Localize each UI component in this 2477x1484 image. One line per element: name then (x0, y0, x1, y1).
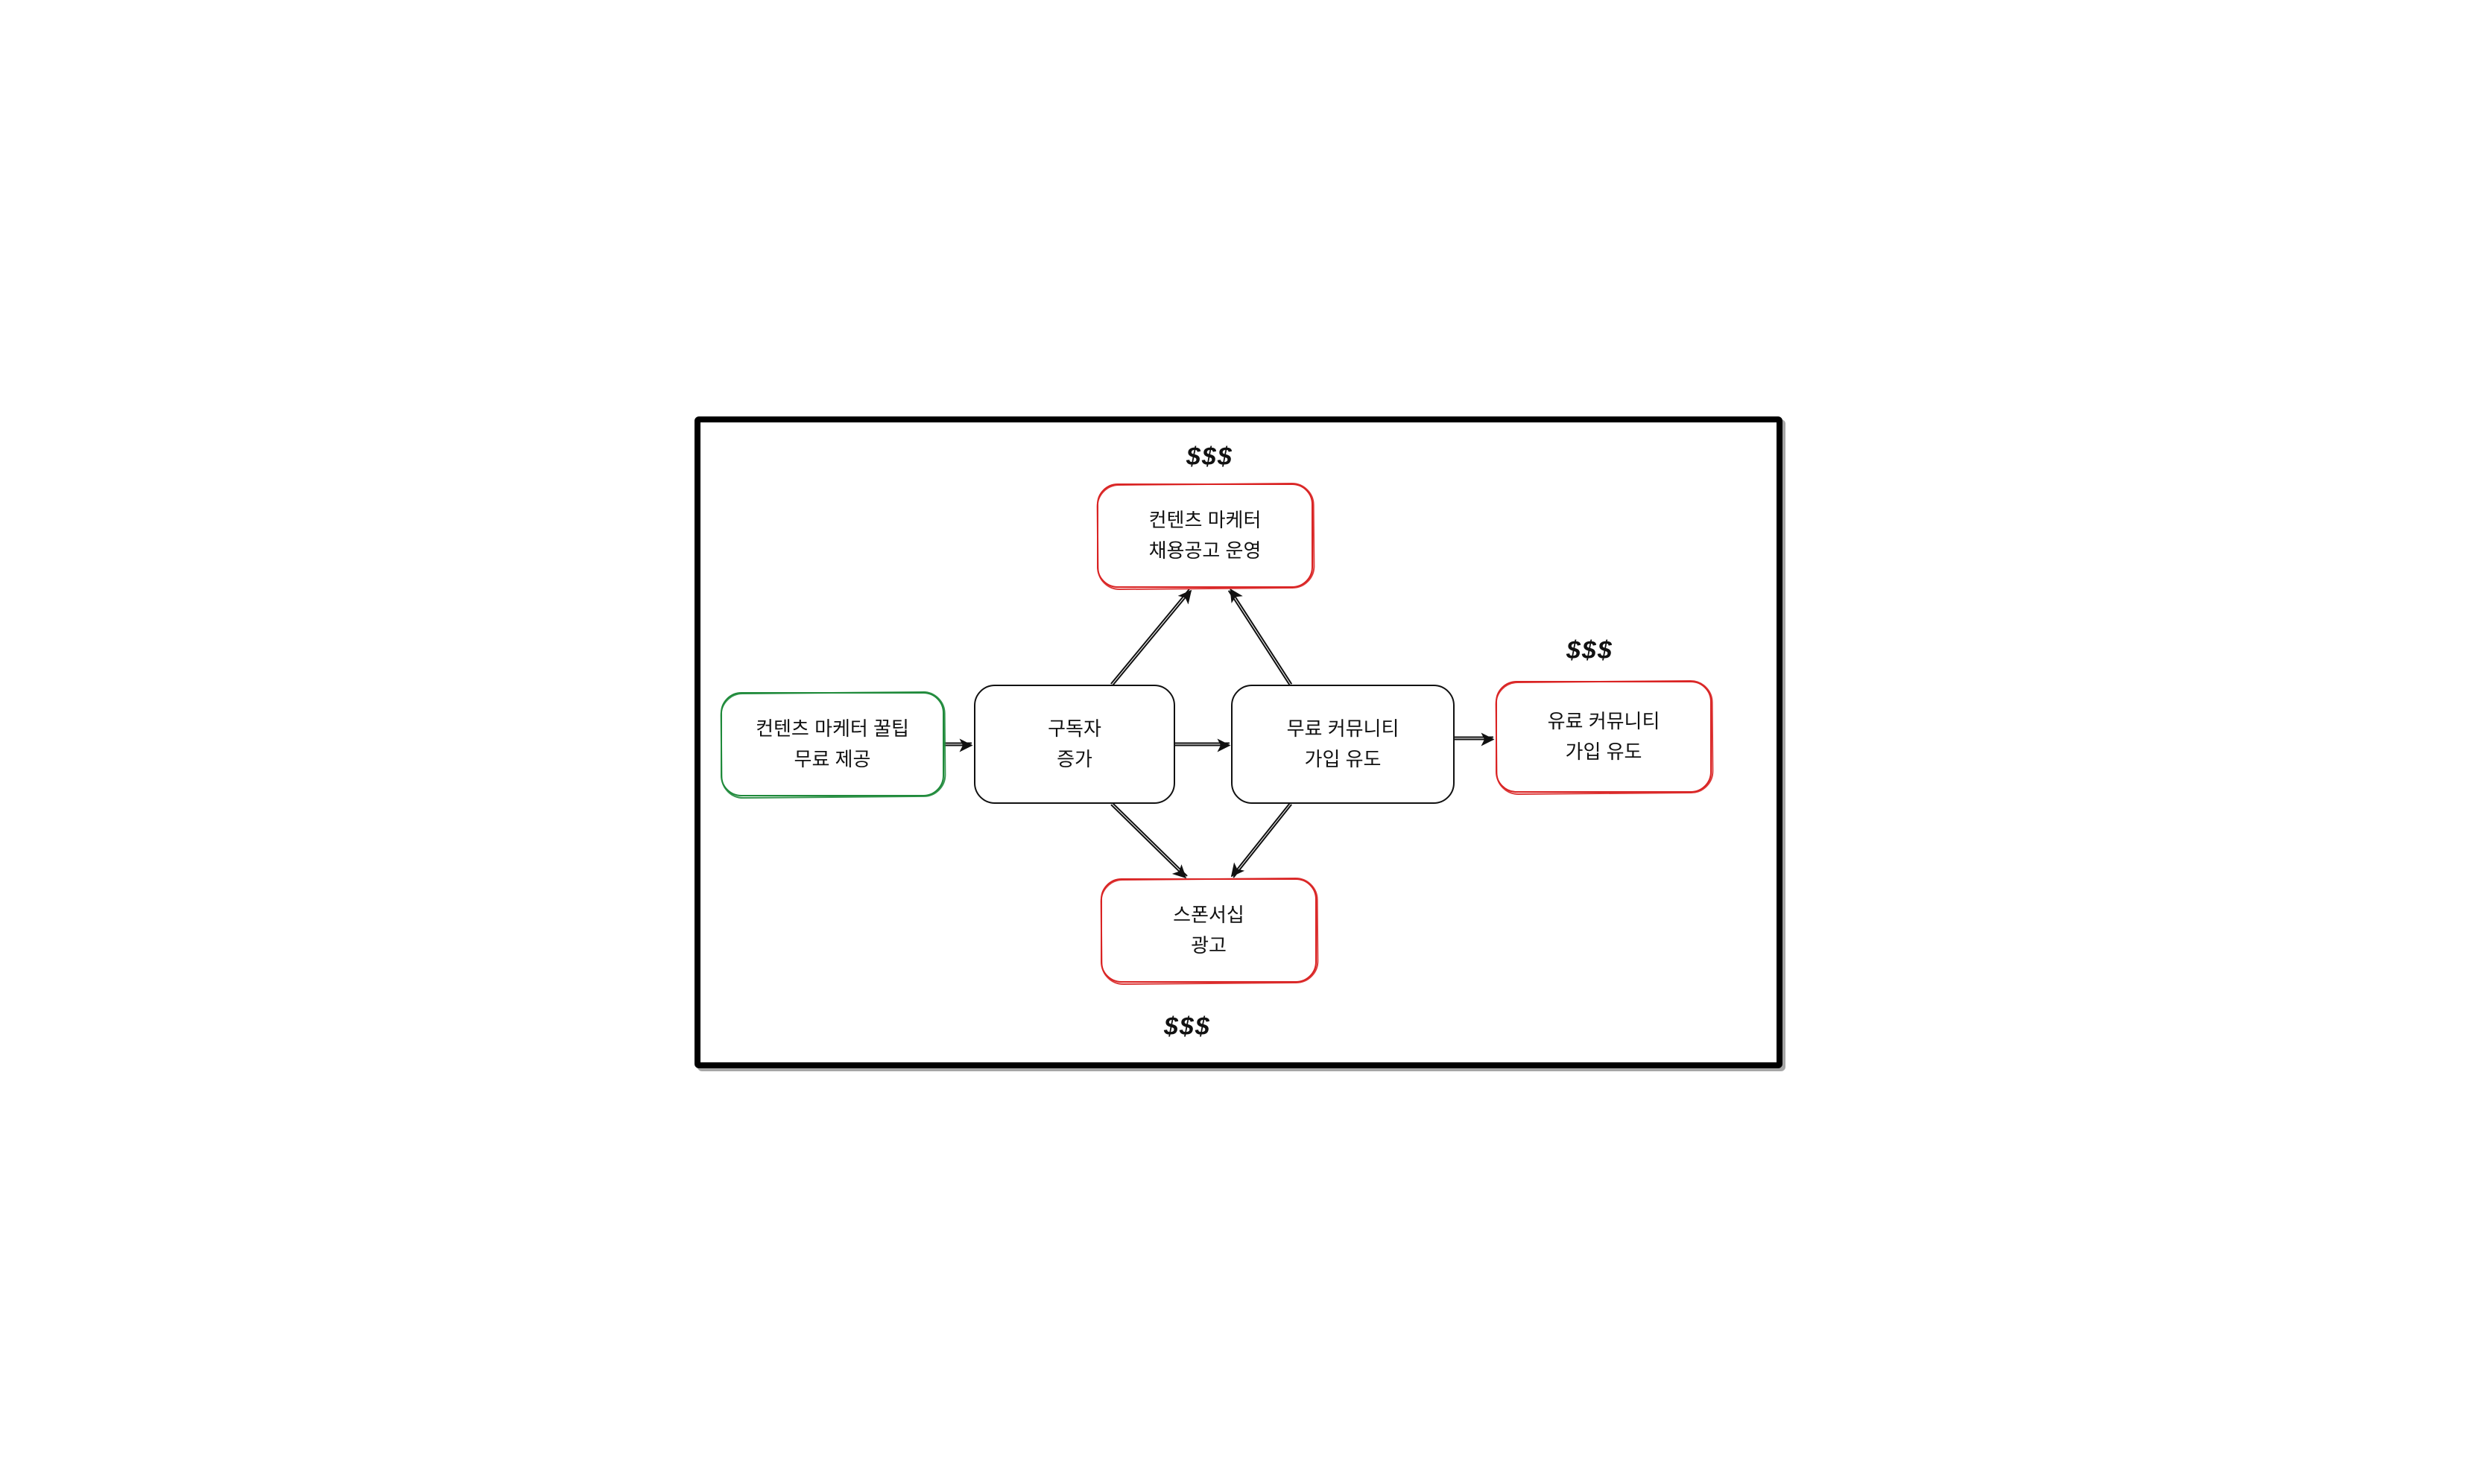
money-label-right: $$$ (1566, 636, 1613, 665)
node-sponsor: 스폰서십 광고 (1101, 878, 1317, 983)
node-subs-label: 구독자 증가 (1048, 714, 1101, 774)
node-paidcomm-label: 유료 커뮤니티 가입 유도 (1548, 706, 1660, 767)
money-label-top: $$$ (1186, 443, 1233, 472)
node-paidcomm: 유료 커뮤니티 가입 유도 (1496, 681, 1712, 793)
money-label-bottom: $$$ (1164, 1012, 1211, 1041)
node-subs: 구독자 증가 (974, 685, 1175, 804)
node-sponsor-label: 스폰서십 광고 (1173, 900, 1244, 960)
diagram-canvas: 컨텐츠 마케터 꿀팁 무료 제공 구독자 증가 컨텐츠 마케터 채용공고 운영 … (695, 416, 1782, 1068)
node-tips-label: 컨텐츠 마케터 꿀팁 무료 제공 (756, 714, 909, 774)
node-jobboard-label: 컨텐츠 마케터 채용공고 운영 (1149, 505, 1262, 565)
node-freecomm-label: 무료 커뮤니티 가입 유도 (1287, 714, 1399, 774)
node-tips: 컨텐츠 마케터 꿀팁 무료 제공 (721, 692, 944, 796)
node-freecomm: 무료 커뮤니티 가입 유도 (1231, 685, 1455, 804)
node-jobboard: 컨텐츠 마케터 채용공고 운영 (1097, 483, 1313, 588)
